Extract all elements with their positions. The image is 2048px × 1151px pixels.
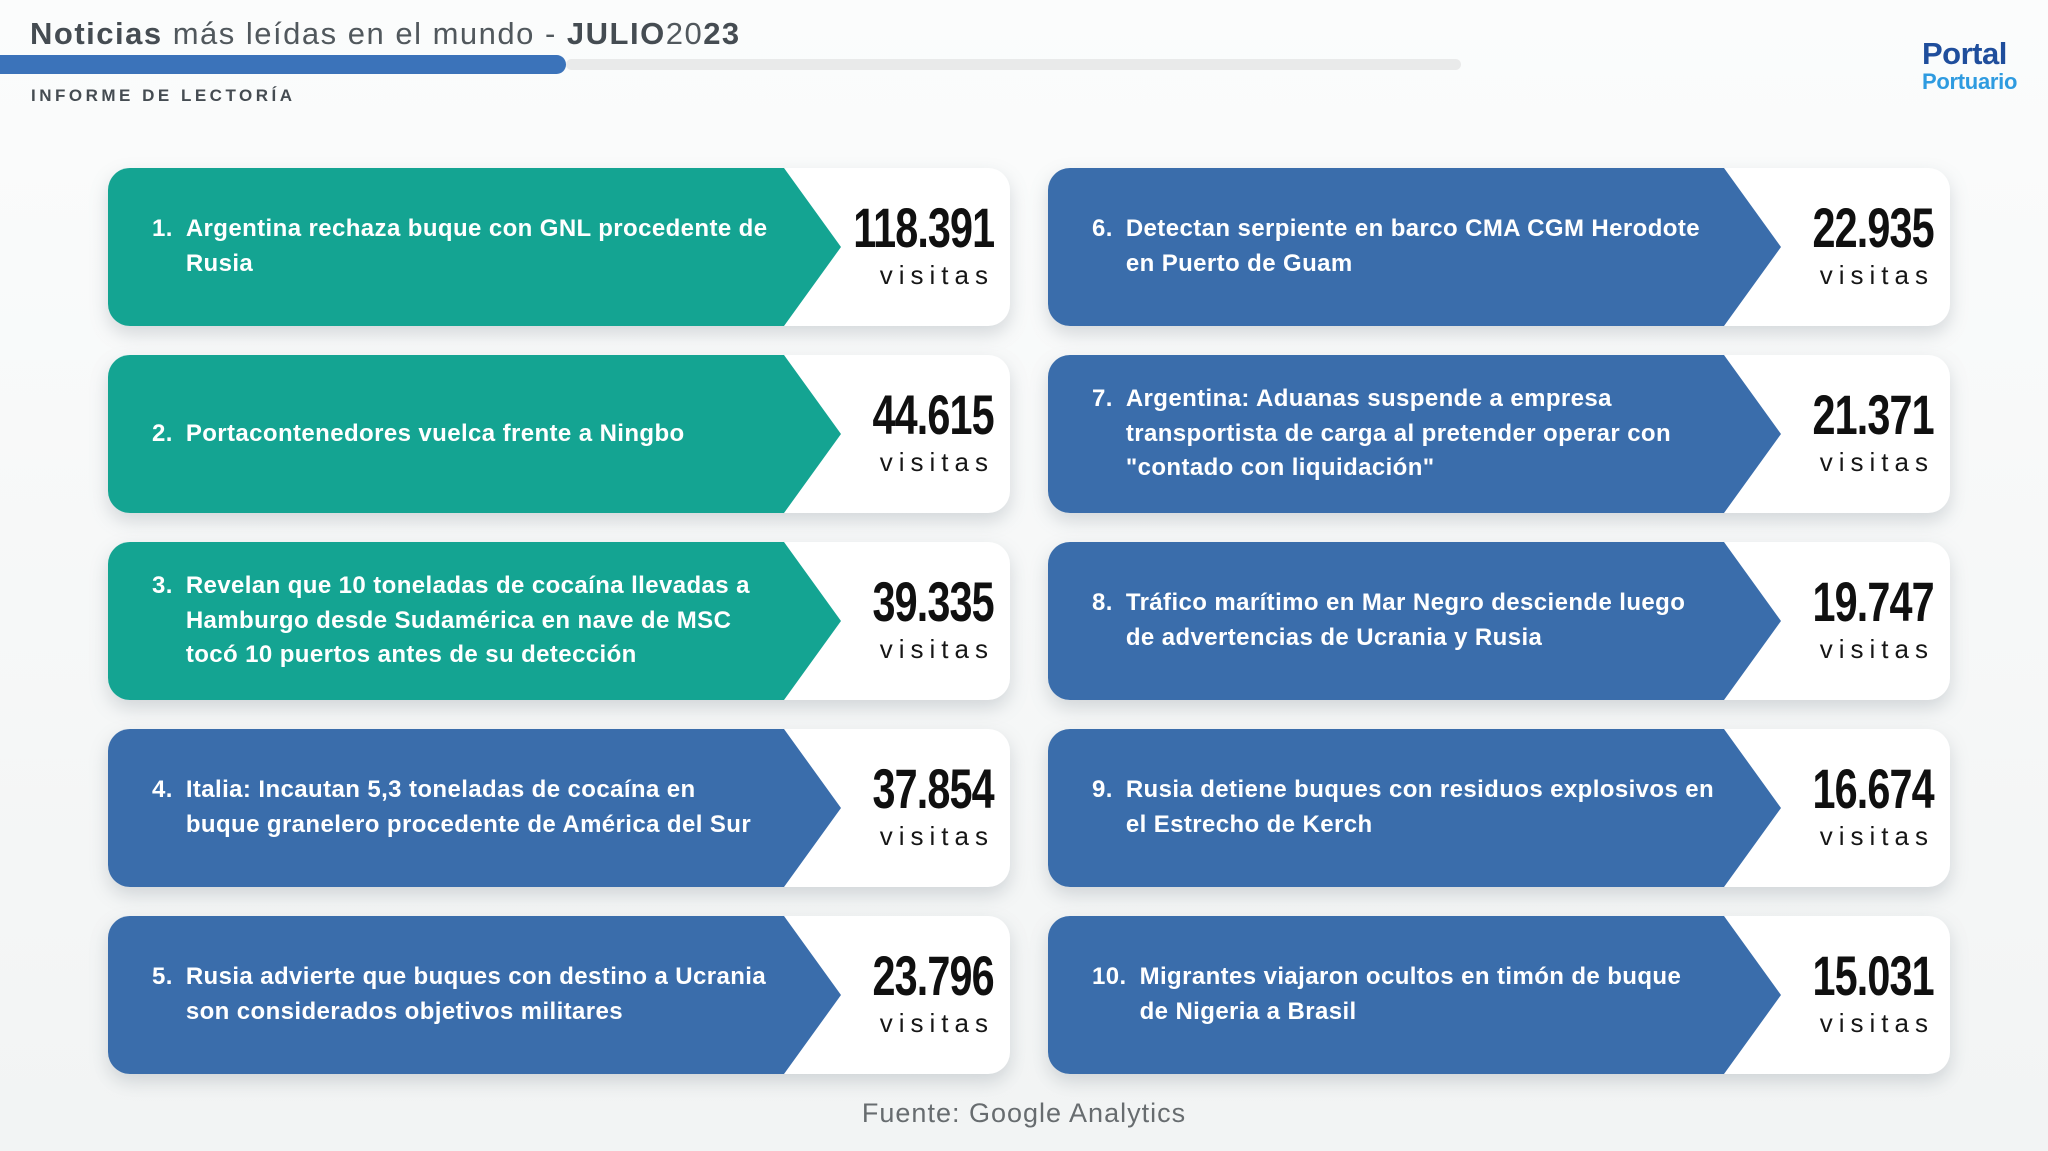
visits-label: visitas <box>879 1007 994 1038</box>
title-year-light: 20 <box>665 16 704 51</box>
news-arrow: 7. Argentina: Aduanas suspende a empresa … <box>1048 355 1724 513</box>
news-rank: 2. <box>152 419 173 447</box>
news-card-8: 8. Tráfico marítimo en Mar Negro desciend… <box>1048 542 1950 700</box>
news-rank: 1. <box>152 215 173 243</box>
page-header: Noticias más leídas en el mundo - JULIO2… <box>0 0 2048 120</box>
header-track-bar <box>566 59 1461 70</box>
title-word-noticias: Noticias <box>30 16 163 51</box>
news-headline: Rusia advierte que buques con destino a … <box>185 963 767 1025</box>
visits-label: visitas <box>879 820 994 851</box>
visits-block: 22.935 visitas <box>1734 168 1935 326</box>
title-year-bold: 23 <box>703 16 741 51</box>
visits-count: 39.335 <box>872 569 995 633</box>
news-rank: 8. <box>1092 589 1113 617</box>
logo-word-portuario: Portuario <box>1922 69 2018 94</box>
visits-block: 19.747 visitas <box>1734 542 1935 700</box>
news-arrow: 4. Italia: Incautan 5,3 toneladas de coca… <box>108 729 784 887</box>
news-rank: 3. <box>152 571 173 599</box>
news-headline: Detectan serpiente en barco CMA CGM Hero… <box>1125 215 1700 277</box>
news-headline: Migrantes viajaron ocultos en timón de b… <box>1139 963 1682 1025</box>
news-rank: 10. <box>1092 963 1127 991</box>
visits-block: 16.674 visitas <box>1734 729 1935 887</box>
news-arrow: 8. Tráfico marítimo en Mar Negro desciend… <box>1048 542 1724 700</box>
news-rank: 7. <box>1092 384 1113 412</box>
visits-count: 15.031 <box>1812 943 1935 1007</box>
page-title: Noticias más leídas en el mundo - JULIO2… <box>30 16 741 52</box>
visits-count: 16.674 <box>1812 756 1935 820</box>
visits-label: visitas <box>1819 1007 1934 1038</box>
title-month: JULIO <box>566 16 666 51</box>
news-card-7: 7. Argentina: Aduanas suspende a empresa … <box>1048 355 1950 513</box>
news-arrow: 5. Rusia advierte que buques con destino … <box>108 916 784 1074</box>
visits-block: 44.615 visitas <box>794 355 995 513</box>
news-card-4: 4. Italia: Incautan 5,3 toneladas de coca… <box>108 729 1010 887</box>
visits-count: 44.615 <box>872 382 995 446</box>
visits-block: 15.031 visitas <box>1734 916 1935 1074</box>
news-headline: Revelan que 10 toneladas de cocaína llev… <box>185 571 750 669</box>
news-arrow: 1. Argentina rechaza buque con GNL proced… <box>108 168 784 326</box>
visits-count: 37.854 <box>872 756 995 820</box>
news-card-1: 1. Argentina rechaza buque con GNL proced… <box>108 168 1010 326</box>
news-card-3: 3. Revelan que 10 toneladas de cocaína ll… <box>108 542 1010 700</box>
news-card-10: 10. Migrantes viajaron ocultos en timón d… <box>1048 916 1950 1074</box>
news-ranking-grid: 1. Argentina rechaza buque con GNL proced… <box>108 168 1950 1074</box>
news-card-2: 2. Portacontenedores vuelca frente a Ning… <box>108 355 1010 513</box>
visits-block: 39.335 visitas <box>794 542 995 700</box>
portal-portuario-logo: Portal Portuario <box>1922 38 2017 93</box>
visits-label: visitas <box>1819 633 1934 664</box>
visits-block: 23.796 visitas <box>794 916 995 1074</box>
page-subtitle: INFORME DE LECTORÍA <box>31 86 296 105</box>
visits-label: visitas <box>1819 259 1934 290</box>
visits-block: 118.391 visitas <box>794 168 995 326</box>
source-note: Fuente: Google Analytics <box>861 1098 1187 1128</box>
news-rank: 4. <box>152 776 173 804</box>
visits-block: 37.854 visitas <box>794 729 995 887</box>
news-headline: Tráfico marítimo en Mar Negro desciende … <box>1125 589 1686 651</box>
news-rank: 5. <box>152 963 173 991</box>
visits-label: visitas <box>879 259 994 290</box>
news-card-6: 6. Detectan serpiente en barco CMA CGM He… <box>1048 168 1950 326</box>
visits-label: visitas <box>1819 446 1934 477</box>
news-card-9: 9. Rusia detiene buques con residuos expl… <box>1048 729 1950 887</box>
news-arrow: 10. Migrantes viajaron ocultos en timón d… <box>1048 916 1724 1074</box>
title-rest: más leídas en el mundo - <box>162 16 567 51</box>
visits-label: visitas <box>879 446 994 477</box>
visits-label: visitas <box>879 633 994 664</box>
visits-count: 23.796 <box>872 943 995 1007</box>
news-arrow: 6. Detectan serpiente en barco CMA CGM He… <box>1048 168 1724 326</box>
visits-count: 19.747 <box>1812 569 1935 633</box>
visits-label: visitas <box>1819 820 1934 851</box>
news-rank: 6. <box>1092 215 1113 243</box>
visits-block: 21.371 visitas <box>1734 355 1935 513</box>
news-headline: Argentina rechaza buque con GNL proceden… <box>185 215 768 277</box>
visits-count: 22.935 <box>1812 195 1935 259</box>
news-headline: Portacontenedores vuelca frente a Ningbo <box>185 419 685 447</box>
header-accent-bar <box>0 55 566 74</box>
logo-word-portal: Portal <box>1922 36 2007 71</box>
visits-count: 118.391 <box>852 195 995 259</box>
visits-count: 21.371 <box>1812 382 1935 446</box>
news-headline: Rusia detiene buques con residuos explos… <box>1125 776 1715 838</box>
news-arrow: 2. Portacontenedores vuelca frente a Ning… <box>108 355 784 513</box>
news-headline: Italia: Incautan 5,3 toneladas de cocaín… <box>185 776 752 838</box>
news-rank: 9. <box>1092 776 1113 804</box>
news-headline: Argentina: Aduanas suspende a empresa tr… <box>1125 384 1672 482</box>
news-arrow: 9. Rusia detiene buques con residuos expl… <box>1048 729 1724 887</box>
news-card-5: 5. Rusia advierte que buques con destino … <box>108 916 1010 1074</box>
news-arrow: 3. Revelan que 10 toneladas de cocaína ll… <box>108 542 784 700</box>
